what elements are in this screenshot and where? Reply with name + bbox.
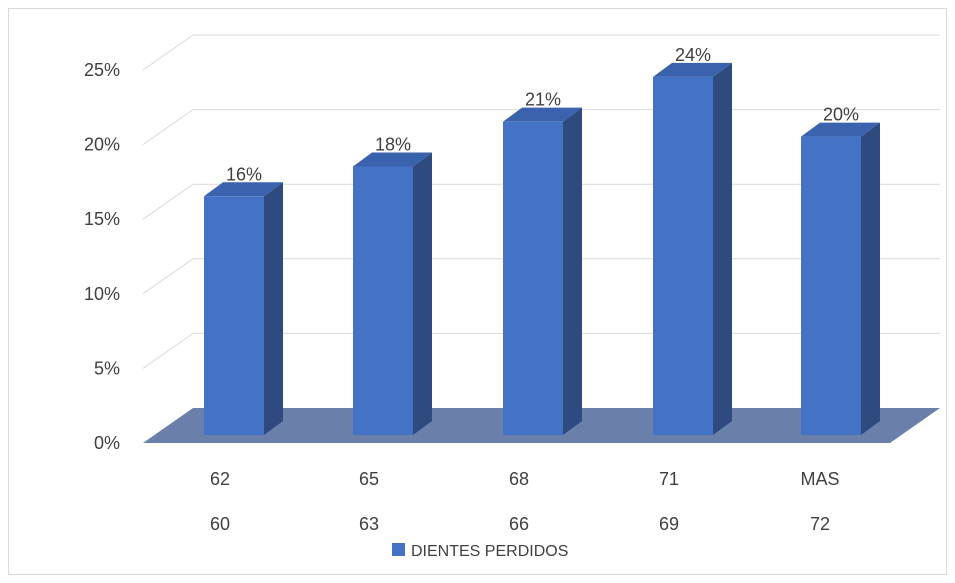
data-label: 24% — [675, 45, 711, 65]
x-tick-label: 68 — [509, 469, 529, 489]
bar-side — [861, 122, 880, 435]
x-tick-label-secondary: 66 — [509, 514, 529, 534]
gridline-diagonal — [142, 258, 194, 295]
bar-top — [801, 122, 880, 137]
bar-side — [713, 62, 732, 436]
bars — [204, 62, 880, 436]
x-tick-label-secondary: 69 — [659, 514, 679, 534]
bar — [503, 121, 563, 436]
gridline-diagonal — [142, 34, 194, 71]
x-tick-label: 62 — [210, 469, 230, 489]
gridline-diagonal — [142, 109, 194, 146]
data-label: 21% — [525, 90, 561, 110]
y-tick-label: 25% — [84, 60, 120, 80]
bar — [653, 76, 713, 436]
x-tick-label-secondary: 60 — [210, 514, 230, 534]
bar-top — [353, 152, 432, 167]
x-tick-label-secondary: 72 — [810, 514, 830, 534]
y-tick-label: 15% — [84, 209, 120, 229]
x-axis-ticks: 62 60 65 63 68 66 71 69 MAS 72 — [210, 469, 840, 534]
x-tick-label: MAS — [800, 469, 839, 489]
x-tick-label-secondary: 63 — [359, 514, 379, 534]
legend: DIENTES PERDIDOS — [392, 543, 568, 560]
bar-top — [653, 62, 732, 77]
y-axis-ticks: 0% 5% 10% 15% 20% 25% — [84, 60, 120, 453]
gridline-diagonal — [142, 183, 194, 220]
bar — [801, 136, 861, 435]
bar — [204, 196, 264, 435]
data-labels: 16% 18% 21% 24% 20% — [226, 45, 859, 184]
x-tick-label: 71 — [659, 469, 679, 489]
y-tick-label: 0% — [94, 433, 120, 453]
data-label: 18% — [375, 134, 411, 154]
data-label: 16% — [226, 164, 262, 184]
bar-side — [563, 107, 582, 436]
y-tick-label: 10% — [84, 284, 120, 304]
bar-side — [413, 152, 432, 435]
bar-top — [204, 182, 283, 197]
legend-swatch — [392, 543, 405, 556]
x-tick-label: 65 — [359, 469, 379, 489]
data-label: 20% — [823, 105, 859, 125]
bar-side — [264, 182, 283, 435]
chart-frame — [8, 8, 947, 575]
bar-top — [503, 107, 582, 122]
bar — [353, 166, 413, 435]
y-tick-label: 5% — [94, 358, 120, 378]
gridline-diagonal — [142, 332, 194, 369]
y-tick-label: 20% — [84, 135, 120, 155]
legend-label: DIENTES PERDIDOS — [411, 543, 568, 560]
